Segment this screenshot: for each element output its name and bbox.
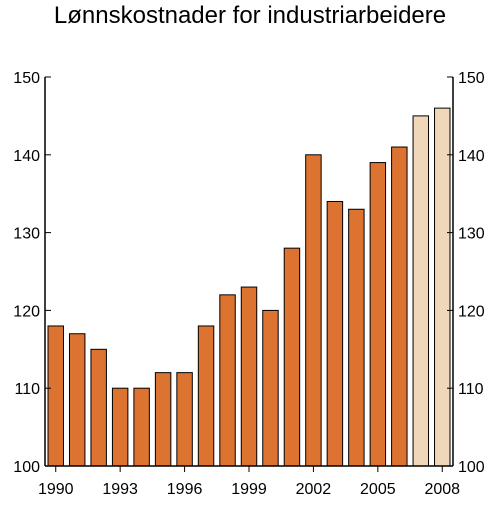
y-tick-label-left-150: 150 xyxy=(13,70,40,87)
y-tick-label-left-110: 110 xyxy=(14,381,40,398)
chart-title: Lønnskostnader for industriarbeidere xyxy=(53,2,447,29)
bar-2001 xyxy=(283,247,301,467)
x-tick-label-1990: 1990 xyxy=(38,481,74,498)
bar-2003 xyxy=(326,200,344,467)
bar-projected-2008 xyxy=(434,107,451,467)
bar-1992 xyxy=(90,348,107,467)
y-tick-label-right-150: 150 xyxy=(458,70,485,87)
bar-2000 xyxy=(262,309,279,467)
x-tick-label-2008: 2008 xyxy=(424,481,460,498)
y-tick-label-left-130: 130 xyxy=(13,226,40,243)
bar-projected-2007 xyxy=(412,115,430,467)
y-tick-label-right-100: 100 xyxy=(458,459,485,476)
bar-1995 xyxy=(154,372,172,467)
x-tick-label-2002: 2002 xyxy=(296,481,332,498)
y-tick-label-right-120: 120 xyxy=(458,303,485,320)
bar-2006 xyxy=(391,146,408,467)
bar-1993 xyxy=(111,387,129,467)
y-tick-label-right-110: 110 xyxy=(458,381,484,398)
bar-2005 xyxy=(369,162,387,467)
bar-1991 xyxy=(68,333,86,467)
bar-2004 xyxy=(348,208,365,467)
y-tick-label-right-130: 130 xyxy=(458,226,485,243)
x-tick-label-2005: 2005 xyxy=(360,481,396,498)
y-tick-label-left-120: 120 xyxy=(13,303,40,320)
bar-1999 xyxy=(240,286,258,467)
x-tick-label-1999: 1999 xyxy=(231,481,267,498)
bar-1997 xyxy=(197,325,215,467)
bar-2002 xyxy=(305,154,322,467)
x-tick-label-1996: 1996 xyxy=(167,481,203,498)
y-tick-label-left-100: 100 xyxy=(13,459,40,476)
bar-1996 xyxy=(176,372,193,467)
bar-1998 xyxy=(219,294,236,467)
y-tick-label-right-140: 140 xyxy=(458,148,485,165)
x-tick-label-1993: 1993 xyxy=(102,481,138,498)
bar-1994 xyxy=(133,387,150,467)
bar-1990 xyxy=(47,325,64,467)
y-tick-label-left-140: 140 xyxy=(13,148,40,165)
